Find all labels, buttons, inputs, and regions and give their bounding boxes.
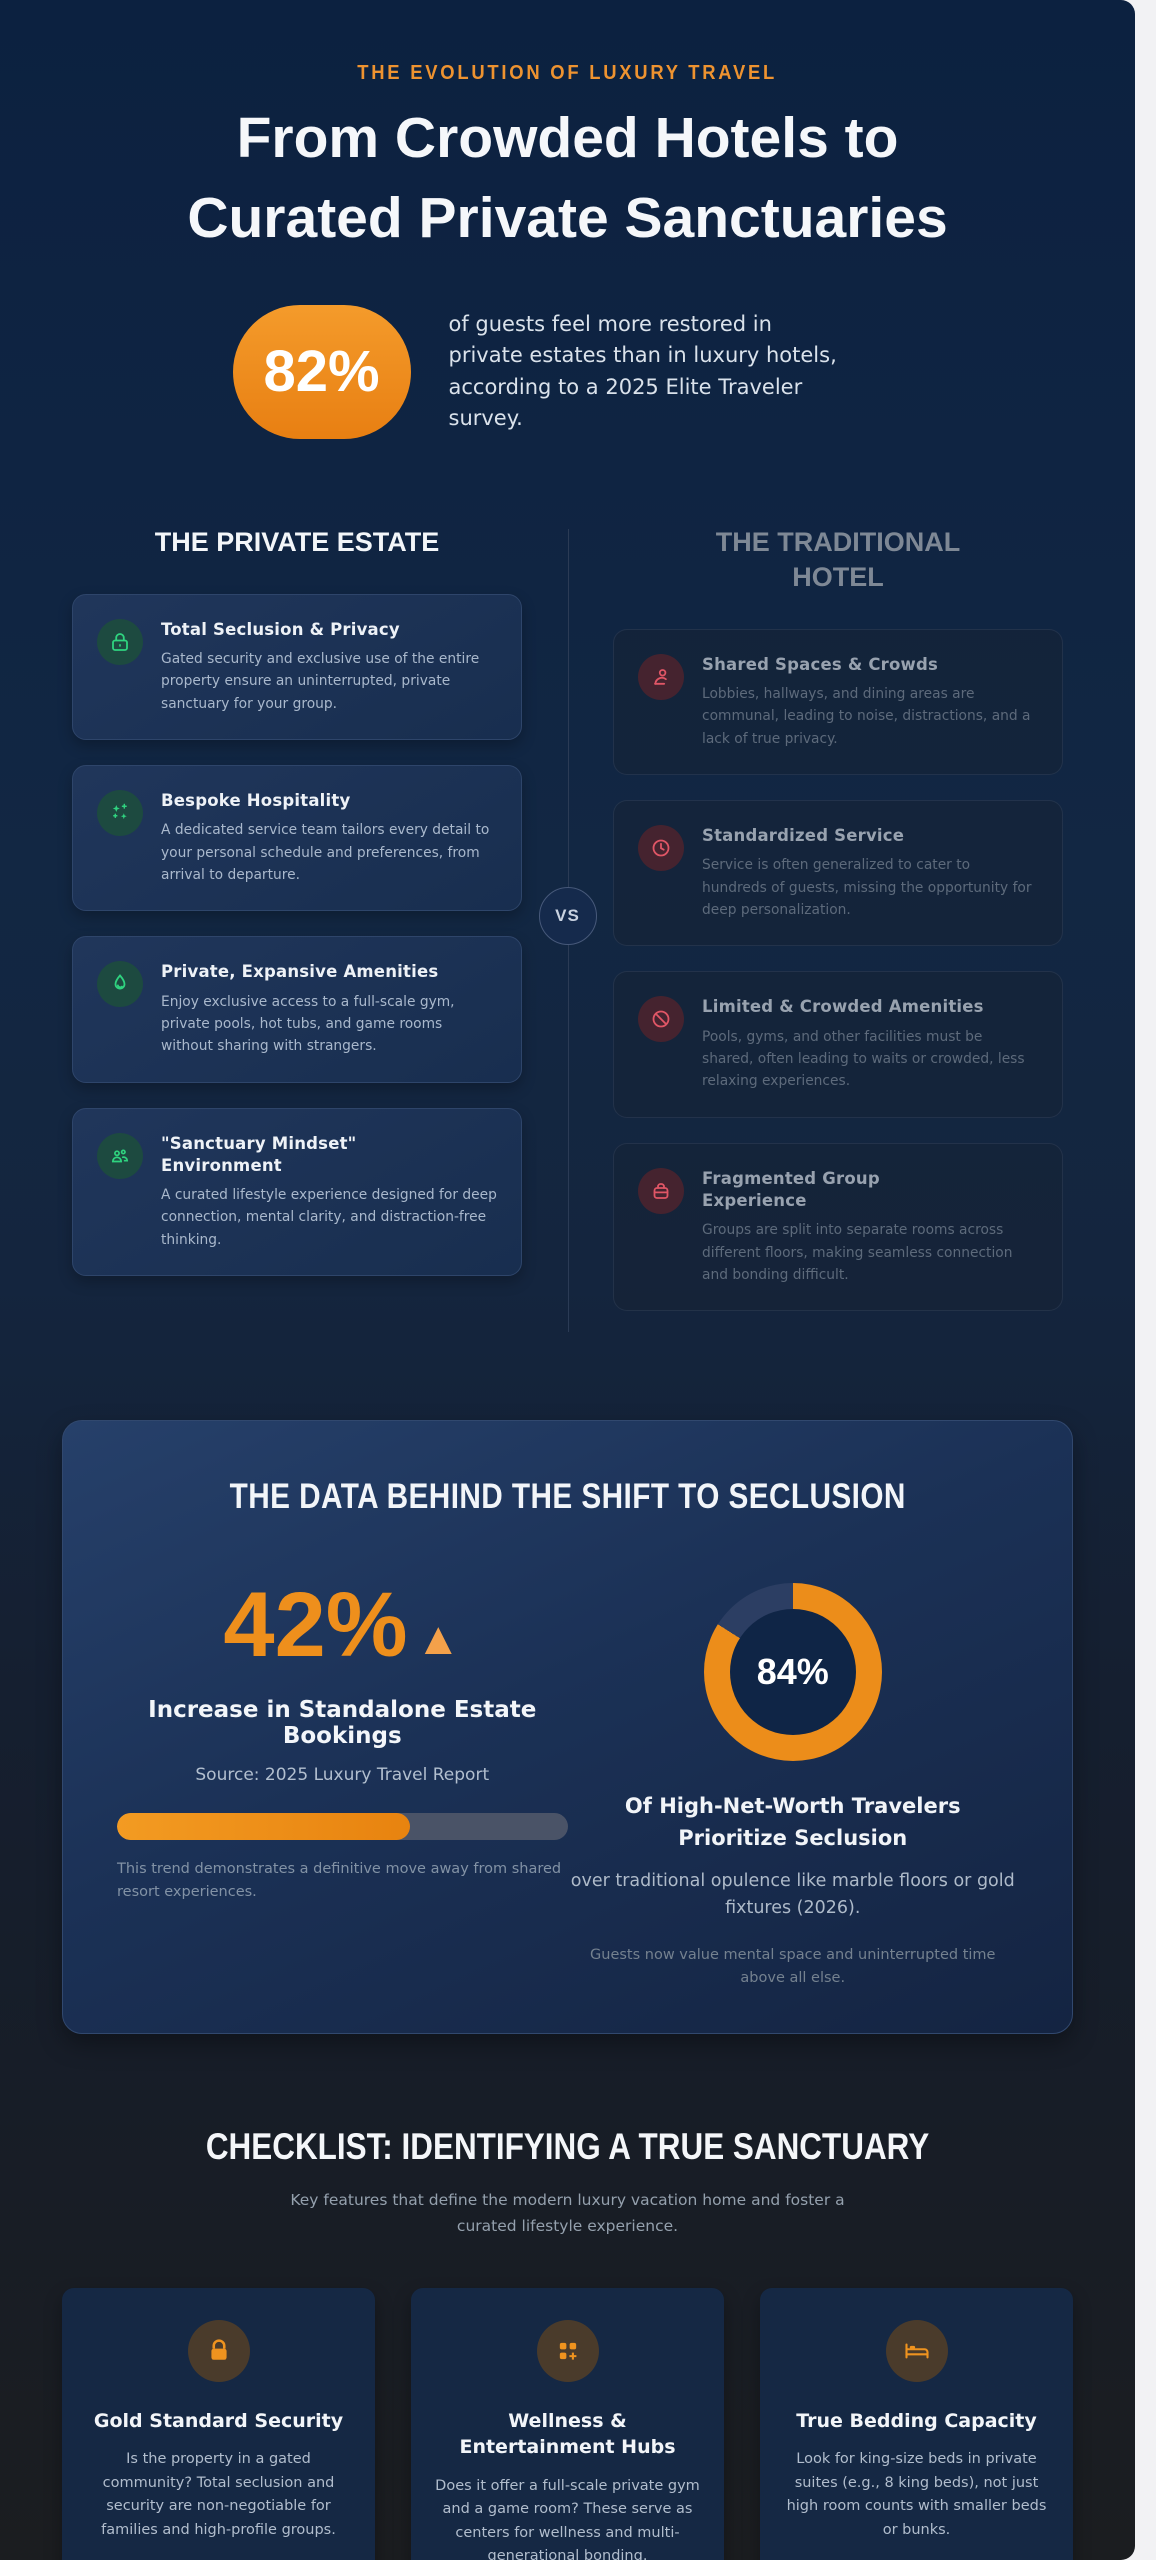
card-title: Total Seclusion & Privacy	[161, 619, 400, 639]
card-title: "Sanctuary Mindset" Environment	[161, 1133, 357, 1175]
grid-plus-icon	[536, 2319, 599, 2382]
card-desc: A dedicated service team tailors every d…	[161, 822, 490, 883]
card-desc: A curated lifestyle experience designed …	[161, 1187, 497, 1248]
checklist-heading: CHECKLIST: IDENTIFYING A TRUE SANCTUARY	[205, 2126, 930, 2168]
card-desc: Service is often generalized to cater to…	[702, 857, 1032, 919]
estate-card-3: Private, Expansive Amenities Enjoy exclu…	[72, 936, 522, 1083]
data-heading: THE DATA BEHIND THE SHIFT TO SECLUSION	[229, 1477, 906, 1517]
clock-icon	[638, 825, 684, 872]
progress-fill	[117, 1813, 410, 1841]
checklist-card-desc: Is the property in a gated community? To…	[101, 2451, 336, 2538]
hotel-column: THE TRADITIONAL HOTEL Shared Spaces & Cr…	[613, 525, 1063, 1337]
estate-card-2: Bespoke Hospitality A dedicated service …	[72, 764, 522, 912]
card-title: Standardized Service	[702, 826, 905, 846]
card-desc: Enjoy exclusive access to a full-scale g…	[161, 993, 455, 1055]
checklist-card-1: Gold Standard Security Is the property i…	[62, 2287, 375, 2560]
donut-chart: 84%	[703, 1583, 882, 1762]
bookings-stat-block: 42% ▲ Increase in Standalone Estate Booki…	[117, 1579, 568, 1989]
card-title: Shared Spaces & Crowds	[702, 654, 939, 674]
progress-bar-track	[117, 1813, 568, 1841]
person-icon	[638, 653, 684, 700]
seclusion-stat-title: Of High-Net-Worth Travelers Prioritize S…	[624, 1794, 961, 1850]
stat-banner: 82% of guests feel more restored in priv…	[232, 304, 903, 439]
luggage-icon	[638, 1167, 684, 1214]
card-title: Bespoke Hospitality	[161, 790, 351, 810]
checklist-card-desc: Does it offer a full-scale private gym a…	[435, 2477, 700, 2560]
card-desc: Pools, gyms, and other facilities must b…	[702, 1028, 1025, 1090]
stat-badge: 82%	[232, 304, 411, 439]
estate-column: THE PRIVATE ESTATE Total Seclusion & Pri…	[72, 525, 522, 1337]
lock-filled-icon	[187, 2319, 250, 2382]
bookings-stat-title: Increase in Standalone Estate Bookings	[148, 1697, 537, 1750]
checklist-card-2: Wellness & Entertainment Hubs Does it of…	[411, 2287, 724, 2560]
card-desc: Gated security and exclusive use of the …	[161, 650, 480, 712]
seclusion-stat-subtitle: over traditional opulence like marble fl…	[570, 1871, 1015, 1919]
vs-badge: VS	[538, 886, 597, 945]
estate-heading: THE PRIVATE ESTATE	[154, 526, 440, 557]
card-title: Limited & Crowded Amenities	[702, 997, 984, 1017]
hotel-card-3: Limited & Crowded Amenities Pools, gyms,…	[613, 971, 1063, 1118]
flame-icon	[97, 961, 143, 1008]
checklist-card-title: True Bedding Capacity	[796, 2409, 1037, 2432]
estate-card-4: "Sanctuary Mindset" Environment A curate…	[72, 1107, 522, 1277]
lock-icon	[97, 618, 143, 665]
donut-center-label: 84%	[729, 1609, 856, 1736]
card-title: Private, Expansive Amenities	[161, 962, 439, 982]
data-section: THE DATA BEHIND THE SHIFT TO SECLUSION 4…	[62, 1420, 1073, 2035]
bookings-stat-caption: This trend demonstrates a definitive mov…	[117, 1861, 562, 1901]
checklist-card-3: True Bedding Capacity Look for king-size…	[760, 2287, 1073, 2560]
comparison-section: VS THE PRIVATE ESTATE Total Seclusion & …	[62, 525, 1073, 1337]
checklist-card-desc: Look for king-size beds in private suite…	[786, 2451, 1047, 2538]
card-desc: Lobbies, hallways, and dining areas are …	[702, 686, 1031, 747]
people-icon	[97, 1132, 143, 1179]
bookings-increase-value: 42% ▲	[223, 1574, 462, 1677]
eyebrow-label: THE EVOLUTION OF LUXURY TRAVEL	[357, 62, 778, 84]
checklist-card-title: Gold Standard Security	[93, 2409, 344, 2432]
bed-icon	[885, 2319, 948, 2382]
bookings-stat-source: Source: 2025 Luxury Travel Report	[195, 1765, 490, 1786]
card-title: Fragmented Group Experience	[702, 1168, 880, 1210]
hotel-card-2: Standardized Service Service is often ge…	[613, 800, 1063, 947]
hotel-heading: THE TRADITIONAL HOTEL	[715, 526, 961, 592]
hotel-card-4: Fragmented Group Experience Groups are s…	[613, 1142, 1063, 1312]
hotel-card-1: Shared Spaces & Crowds Lobbies, hallways…	[613, 628, 1063, 776]
up-arrow-icon: ▲	[415, 1612, 462, 1665]
page-title: From Crowded Hotels to Curated Private S…	[187, 106, 948, 250]
card-desc: Groups are split into separate rooms acr…	[702, 1222, 1013, 1283]
ban-icon	[638, 996, 684, 1043]
checklist-cards: Gold Standard Security Is the property i…	[62, 2287, 1073, 2560]
seclusion-stat-caption: Guests now value mental space and uninte…	[590, 1947, 996, 1986]
checklist-subheading: Key features that define the modern luxu…	[290, 2191, 845, 2235]
sparkles-icon	[97, 789, 143, 836]
stat-banner-text: of guests feel more restored in private …	[448, 311, 837, 431]
seclusion-stat-block: 84% Of High-Net-Worth Travelers Prioriti…	[568, 1579, 1019, 1989]
checklist-card-title: Wellness & Entertainment Hubs	[459, 2409, 676, 2459]
estate-card-1: Total Seclusion & Privacy Gated security…	[72, 593, 522, 740]
